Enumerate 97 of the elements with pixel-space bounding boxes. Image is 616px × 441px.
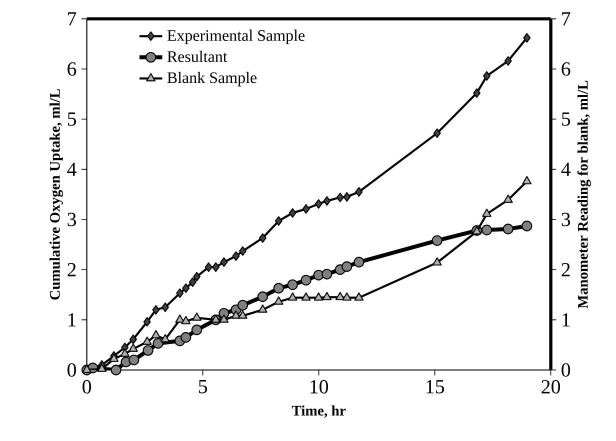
legend-label: Blank Sample xyxy=(167,72,257,86)
point xyxy=(287,279,298,290)
point xyxy=(473,88,481,98)
point xyxy=(151,330,161,338)
point xyxy=(355,187,363,197)
point xyxy=(182,283,190,294)
y-tick-label: 1 xyxy=(68,313,76,326)
legend-label: Experimental Sample xyxy=(167,30,305,44)
point xyxy=(302,204,310,214)
point xyxy=(483,71,491,81)
point xyxy=(257,291,268,302)
point xyxy=(504,56,512,66)
point xyxy=(97,364,107,372)
point xyxy=(481,224,492,236)
point xyxy=(181,316,191,324)
x-tick-label: 10 xyxy=(310,380,328,394)
point xyxy=(211,314,220,323)
point xyxy=(109,354,119,362)
point xyxy=(522,176,532,184)
point xyxy=(176,288,184,298)
point xyxy=(219,314,229,323)
point xyxy=(300,274,312,286)
point xyxy=(204,262,212,272)
y-tick-label: 3 xyxy=(68,212,76,226)
point xyxy=(128,354,140,366)
point xyxy=(220,257,228,267)
point xyxy=(232,251,240,261)
y2-tick-label: 4 xyxy=(561,162,571,176)
point xyxy=(322,268,332,280)
point xyxy=(301,292,311,301)
y2-tick-label: 1 xyxy=(562,313,570,326)
x-tick-label: 15 xyxy=(426,380,444,394)
x-tick-label: 0 xyxy=(82,380,92,394)
point xyxy=(335,292,345,300)
y2-tick-label: 7 xyxy=(562,12,570,26)
y2-axis-title: Manometer Reading for blank, ml/L xyxy=(577,80,591,308)
point xyxy=(288,292,298,301)
point xyxy=(142,345,154,356)
point xyxy=(258,233,266,243)
point xyxy=(160,334,170,342)
point xyxy=(432,257,442,266)
point xyxy=(180,332,192,343)
y-tick-label: 4 xyxy=(67,162,76,176)
y-tick-label: 5 xyxy=(68,112,76,126)
point xyxy=(522,220,532,232)
point xyxy=(258,304,268,313)
point xyxy=(288,208,296,218)
point xyxy=(342,261,352,272)
point xyxy=(432,235,442,246)
point xyxy=(274,296,284,305)
legend-label: Resultant xyxy=(167,50,228,62)
x-axis-title: Time, hr xyxy=(292,405,346,418)
y2-tick-label: 2 xyxy=(562,263,570,276)
y2-tick-label: 3 xyxy=(562,212,570,226)
point xyxy=(342,292,352,301)
point xyxy=(188,277,196,287)
point xyxy=(523,33,531,43)
y-tick-label: 0 xyxy=(68,363,76,377)
x-tick-label: 20 xyxy=(542,380,560,394)
point xyxy=(120,348,130,357)
point xyxy=(314,292,324,301)
y2-tick-label: 0 xyxy=(562,363,570,377)
y2-tick-label: 6 xyxy=(562,62,570,76)
y-tick-label: 7 xyxy=(68,12,76,26)
point xyxy=(152,338,164,349)
point xyxy=(502,224,514,234)
point xyxy=(314,199,322,209)
point xyxy=(142,336,152,345)
y-axis-title: Cumulative Oxygen Uptake, ml/L xyxy=(50,89,63,300)
point xyxy=(212,262,220,272)
point xyxy=(336,192,344,202)
point xyxy=(354,292,364,301)
point xyxy=(433,128,441,138)
point xyxy=(237,300,248,311)
y2-tick-label: 5 xyxy=(562,112,570,126)
point xyxy=(343,192,351,202)
point xyxy=(323,196,331,206)
x-tick-label: 5 xyxy=(198,380,208,394)
point xyxy=(143,317,151,327)
point xyxy=(273,282,284,294)
point xyxy=(482,208,492,217)
point xyxy=(238,246,246,256)
y-tick-label: 6 xyxy=(68,62,76,76)
point xyxy=(322,292,332,300)
point xyxy=(238,310,248,319)
point xyxy=(192,312,202,321)
point xyxy=(191,324,202,336)
point xyxy=(110,364,122,376)
point xyxy=(161,302,169,312)
point xyxy=(503,194,513,203)
y-tick-label: 2 xyxy=(68,263,76,276)
point xyxy=(193,272,201,282)
point xyxy=(128,344,138,352)
point xyxy=(129,334,137,344)
point xyxy=(274,216,282,226)
point xyxy=(152,304,160,315)
point xyxy=(354,256,364,268)
